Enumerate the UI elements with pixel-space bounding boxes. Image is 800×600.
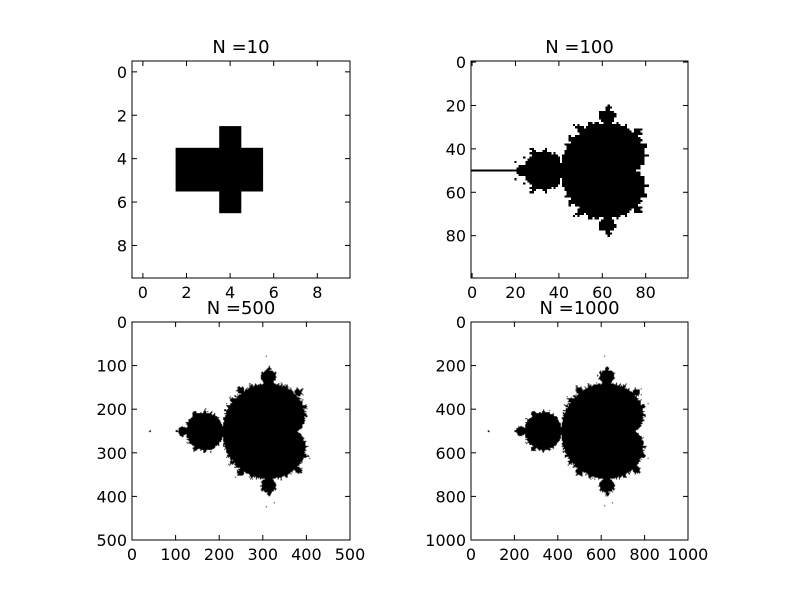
subplot-title: N =1000 xyxy=(539,298,619,319)
filled-cell xyxy=(241,169,264,192)
mandelbrot-image xyxy=(471,61,688,278)
subplot-title: N =500 xyxy=(207,298,276,319)
y-tick-label: 800 xyxy=(435,487,466,506)
subplot-1: 0 2 4 6 8 0 2 4 6 8 N =10 xyxy=(117,37,351,302)
x-tick-label: 0 xyxy=(466,545,476,564)
y-tick-label: 0 xyxy=(456,53,466,72)
x-tick-label: 80 xyxy=(636,283,656,302)
y-tick-label: 600 xyxy=(435,444,466,463)
filled-cell xyxy=(219,191,242,214)
x-tick-label: 200 xyxy=(499,545,530,564)
y-tick-label: 20 xyxy=(446,96,466,115)
x-tick-label: 20 xyxy=(505,283,525,302)
x-tick-label: 200 xyxy=(204,545,235,564)
y-tick-label: 400 xyxy=(435,400,466,419)
y-tick-label: 1000 xyxy=(425,531,466,550)
mandelbrot-canvas xyxy=(471,322,688,540)
x-tick-label: 0 xyxy=(138,283,148,302)
y-tick-label: 60 xyxy=(446,183,466,202)
x-tick-label: 400 xyxy=(291,545,322,564)
y-tick-label: 200 xyxy=(96,400,127,419)
y-tick-label: 2 xyxy=(117,106,127,125)
y-tick-label: 80 xyxy=(446,227,466,246)
subplot-2: 0 20 40 60 80 0 20 40 60 80 N =100 xyxy=(446,37,689,302)
y-tick-label: 500 xyxy=(96,531,127,550)
x-tick-label: 60 xyxy=(592,283,612,302)
mandelbrot-canvas xyxy=(132,322,350,540)
x-tick-label: 500 xyxy=(335,545,366,564)
filled-cell xyxy=(219,147,242,170)
x-tick-label: 600 xyxy=(586,545,617,564)
x-tick-label: 800 xyxy=(629,545,660,564)
x-tick-label: 1000 xyxy=(668,545,709,564)
y-tick-label: 200 xyxy=(435,357,466,376)
x-tick-label: 2 xyxy=(181,283,191,302)
axes-frame xyxy=(470,321,689,541)
filled-cell xyxy=(197,147,220,170)
y-tick-label: 0 xyxy=(456,313,466,332)
subplot-title: N =100 xyxy=(545,37,614,58)
y-tick-label: 6 xyxy=(117,193,127,212)
x-tick-label: 0 xyxy=(467,283,477,302)
x-tick-label: 4 xyxy=(225,283,235,302)
y-tick-label: 0 xyxy=(117,313,127,332)
y-tick-label: 400 xyxy=(96,487,127,506)
filled-cell xyxy=(241,147,264,170)
axes-frame xyxy=(131,321,351,541)
mandelbrot-image xyxy=(471,322,688,540)
x-tick-label: 400 xyxy=(543,545,574,564)
axes-frame xyxy=(470,60,689,279)
filled-cell xyxy=(219,126,242,149)
x-tick-label: 40 xyxy=(549,283,569,302)
x-tick-label: 100 xyxy=(160,545,191,564)
y-tick-label: 40 xyxy=(446,140,466,159)
filled-cell xyxy=(175,169,198,192)
subplot-title: N =10 xyxy=(212,37,269,58)
y-tick-label: 300 xyxy=(96,444,127,463)
filled-cell xyxy=(175,147,198,170)
y-tick-label: 0 xyxy=(117,63,127,82)
axes-frame xyxy=(131,60,351,279)
filled-cell xyxy=(197,169,220,192)
y-tick-label: 100 xyxy=(96,357,127,376)
filled-cell xyxy=(219,169,242,192)
x-tick-label: 8 xyxy=(312,283,322,302)
y-tick-label: 8 xyxy=(117,236,127,255)
x-tick-label: 0 xyxy=(127,545,137,564)
y-tick-label: 4 xyxy=(117,150,127,169)
mandelbrot-canvas xyxy=(471,61,688,278)
mandelbrot-image xyxy=(132,322,350,540)
x-tick-label: 300 xyxy=(248,545,279,564)
x-tick-label: 6 xyxy=(269,283,279,302)
